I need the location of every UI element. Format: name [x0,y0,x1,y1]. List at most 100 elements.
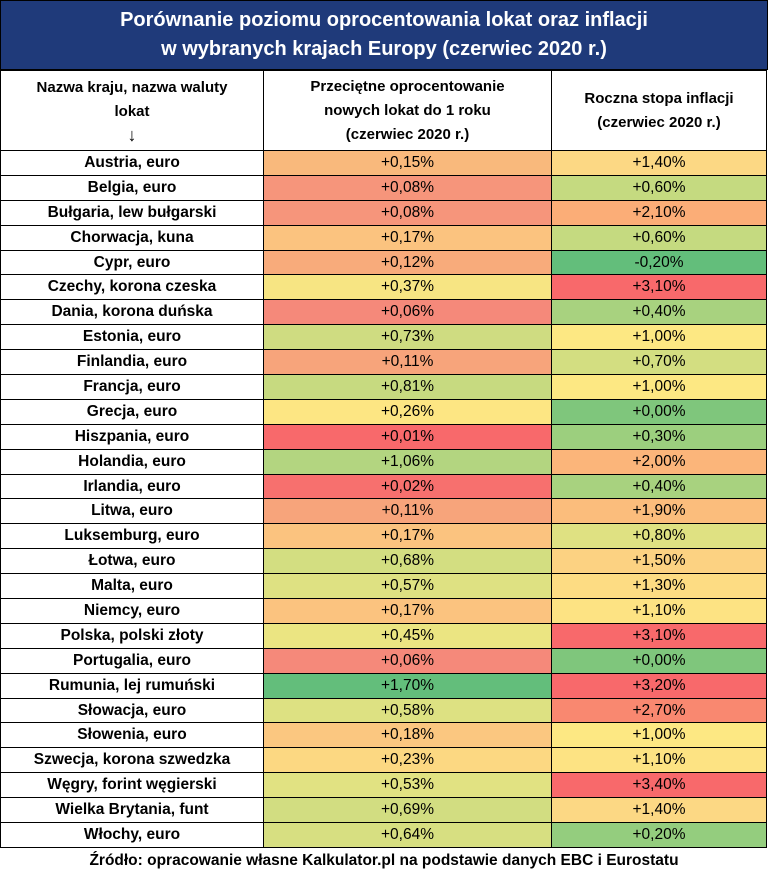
country-cell: Cypr, euro [0,249,264,276]
deposit-rate-cell: +0,01% [263,423,552,450]
deposit-rate-cell: +0,45% [263,622,552,649]
header-inflation-rate: Roczna stopa inflacji (czerwiec 2020 r.) [551,70,767,151]
deposit-rate-cell: +0,08% [263,199,552,226]
table-row: Węgry, forint węgierski +0,53% +3,40% [0,772,767,799]
country-cell: Chorwacja, kuna [0,224,264,251]
inflation-rate-cell: +0,70% [551,349,767,376]
country-cell: Słowacja, euro [0,697,264,724]
header-deposit-line-2: nowych lokat do 1 roku [324,101,491,119]
inflation-rate-cell: +0,80% [551,523,767,550]
country-cell: Portugalia, euro [0,647,264,674]
table-title: Porównanie poziomu oprocentowania lokat … [0,0,768,70]
title-line-2: w wybranych krajach Europy (czerwiec 202… [161,38,607,60]
country-cell: Litwa, euro [0,498,264,525]
table-row: Szwecja, korona szwedzka +0,23% +1,10% [0,747,767,774]
header-deposit-line-3: (czerwiec 2020 r.) [345,125,470,143]
country-cell: Irlandia, euro [0,473,264,500]
country-cell: Finlandia, euro [0,349,264,376]
country-cell: Belgia, euro [0,174,264,201]
country-cell: Rumunia, lej rumuński [0,672,264,699]
country-cell: Austria, euro [0,150,264,176]
inflation-rate-cell: +0,40% [551,473,767,500]
header-inflation-line-1: Roczna stopa inflacji [584,89,734,107]
inflation-rate-cell: +1,00% [551,722,767,749]
table-row: Belgia, euro +0,08% +0,60% [0,174,767,201]
country-cell: Francja, euro [0,374,264,400]
deposit-rate-cell: +0,11% [263,498,552,525]
country-cell: Węgry, forint węgierski [0,772,264,799]
header-country: Nazwa kraju, nazwa waluty lokat ↓ [0,70,264,151]
table-row: Grecja, euro +0,26% +0,00% [0,398,767,425]
inflation-rate-cell: +1,90% [551,498,767,525]
table-row: Hiszpania, euro +0,01% +0,30% [0,423,767,450]
table-row: Czechy, korona czeska +0,37% +3,10% [0,274,767,301]
table-row: Polska, polski złoty +0,45% +3,10% [0,622,767,649]
inflation-rate-cell: +3,10% [551,274,767,301]
inflation-rate-cell: +0,00% [551,647,767,674]
table-row: Niemcy, euro +0,17% +1,10% [0,598,767,624]
table-row: Portugalia, euro +0,06% +0,00% [0,647,767,674]
table-row: Holandia, euro +1,06% +2,00% [0,448,767,475]
header-row: Nazwa kraju, nazwa waluty lokat ↓ Przeci… [0,70,767,151]
table-row: Łotwa, euro +0,68% +1,50% [0,548,767,575]
deposit-rate-cell: +0,06% [263,299,552,326]
inflation-rate-cell: +2,70% [551,697,767,724]
table-body: Austria, euro +0,15% +1,40% Belgia, euro +0,… [0,150,767,848]
inflation-rate-cell: +1,40% [551,150,767,176]
inflation-rate-cell: +1,00% [551,324,767,351]
deposit-rate-cell: +0,53% [263,772,552,799]
inflation-rate-cell: +0,60% [551,224,767,251]
deposit-rate-cell: +0,17% [263,523,552,550]
inflation-rate-cell: -0,20% [551,249,767,276]
table-row: Malta, euro +0,57% +1,30% [0,573,767,600]
deposit-rate-cell: +0,17% [263,224,552,251]
table-row: Chorwacja, kuna +0,17% +0,60% [0,224,767,251]
deposit-rate-cell: +1,06% [263,448,552,475]
inflation-rate-cell: +0,20% [551,822,767,848]
country-cell: Grecja, euro [0,398,264,425]
inflation-rate-cell: +0,00% [551,398,767,425]
country-cell: Estonia, euro [0,324,264,351]
inflation-rate-cell: +2,00% [551,448,767,475]
header-deposit-rate: Przeciętne oprocentowanie nowych lokat d… [263,70,552,151]
country-cell: Czechy, korona czeska [0,274,264,301]
deposit-rate-cell: +0,37% [263,274,552,301]
country-cell: Holandia, euro [0,448,264,475]
header-country-line-1: Nazwa kraju, nazwa waluty [36,78,228,96]
deposit-rate-cell: +0,02% [263,473,552,500]
down-arrow-icon: ↓ [127,124,137,145]
inflation-rate-cell: +3,10% [551,622,767,649]
table-row: Litwa, euro +0,11% +1,90% [0,498,767,525]
table-row: Wielka Brytania, funt +0,69% +1,40% [0,797,767,824]
table-row: Irlandia, euro +0,02% +0,40% [0,473,767,500]
deposit-rate-cell: +0,15% [263,150,552,176]
inflation-rate-cell: +0,30% [551,423,767,450]
deposit-rate-cell: +0,68% [263,548,552,575]
country-cell: Łotwa, euro [0,548,264,575]
table-row: Rumunia, lej rumuński +1,70% +3,20% [0,672,767,699]
table-row: Bułgaria, lew bułgarski +0,08% +2,10% [0,199,767,226]
table-row: Cypr, euro +0,12% -0,20% [0,249,767,276]
country-cell: Bułgaria, lew bułgarski [0,199,264,226]
source-note: Źródło: opracowanie własne Kalkulator.pl… [89,852,679,869]
country-cell: Polska, polski złoty [0,622,264,649]
country-cell: Malta, euro [0,573,264,600]
country-cell: Hiszpania, euro [0,423,264,450]
table-row: Francja, euro +0,81% +1,00% [0,374,767,400]
inflation-rate-cell: +1,10% [551,598,767,624]
inflation-rate-cell: +2,10% [551,199,767,226]
deposit-rate-cell: +0,11% [263,349,552,376]
deposit-rate-cell: +0,26% [263,398,552,425]
deposit-rate-cell: +0,58% [263,697,552,724]
country-cell: Luksemburg, euro [0,523,264,550]
header-deposit-line-1: Przeciętne oprocentowanie [310,77,505,95]
deposit-rate-cell: +0,73% [263,324,552,351]
deposit-rate-cell: +0,69% [263,797,552,824]
table-row: Dania, korona duńska +0,06% +0,40% [0,299,767,326]
deposit-rate-cell: +0,23% [263,747,552,774]
country-cell: Niemcy, euro [0,598,264,624]
table-row: Słowacja, euro +0,58% +2,70% [0,697,767,724]
inflation-rate-cell: +3,20% [551,672,767,699]
inflation-rate-cell: +1,10% [551,747,767,774]
inflation-rate-cell: +1,30% [551,573,767,600]
